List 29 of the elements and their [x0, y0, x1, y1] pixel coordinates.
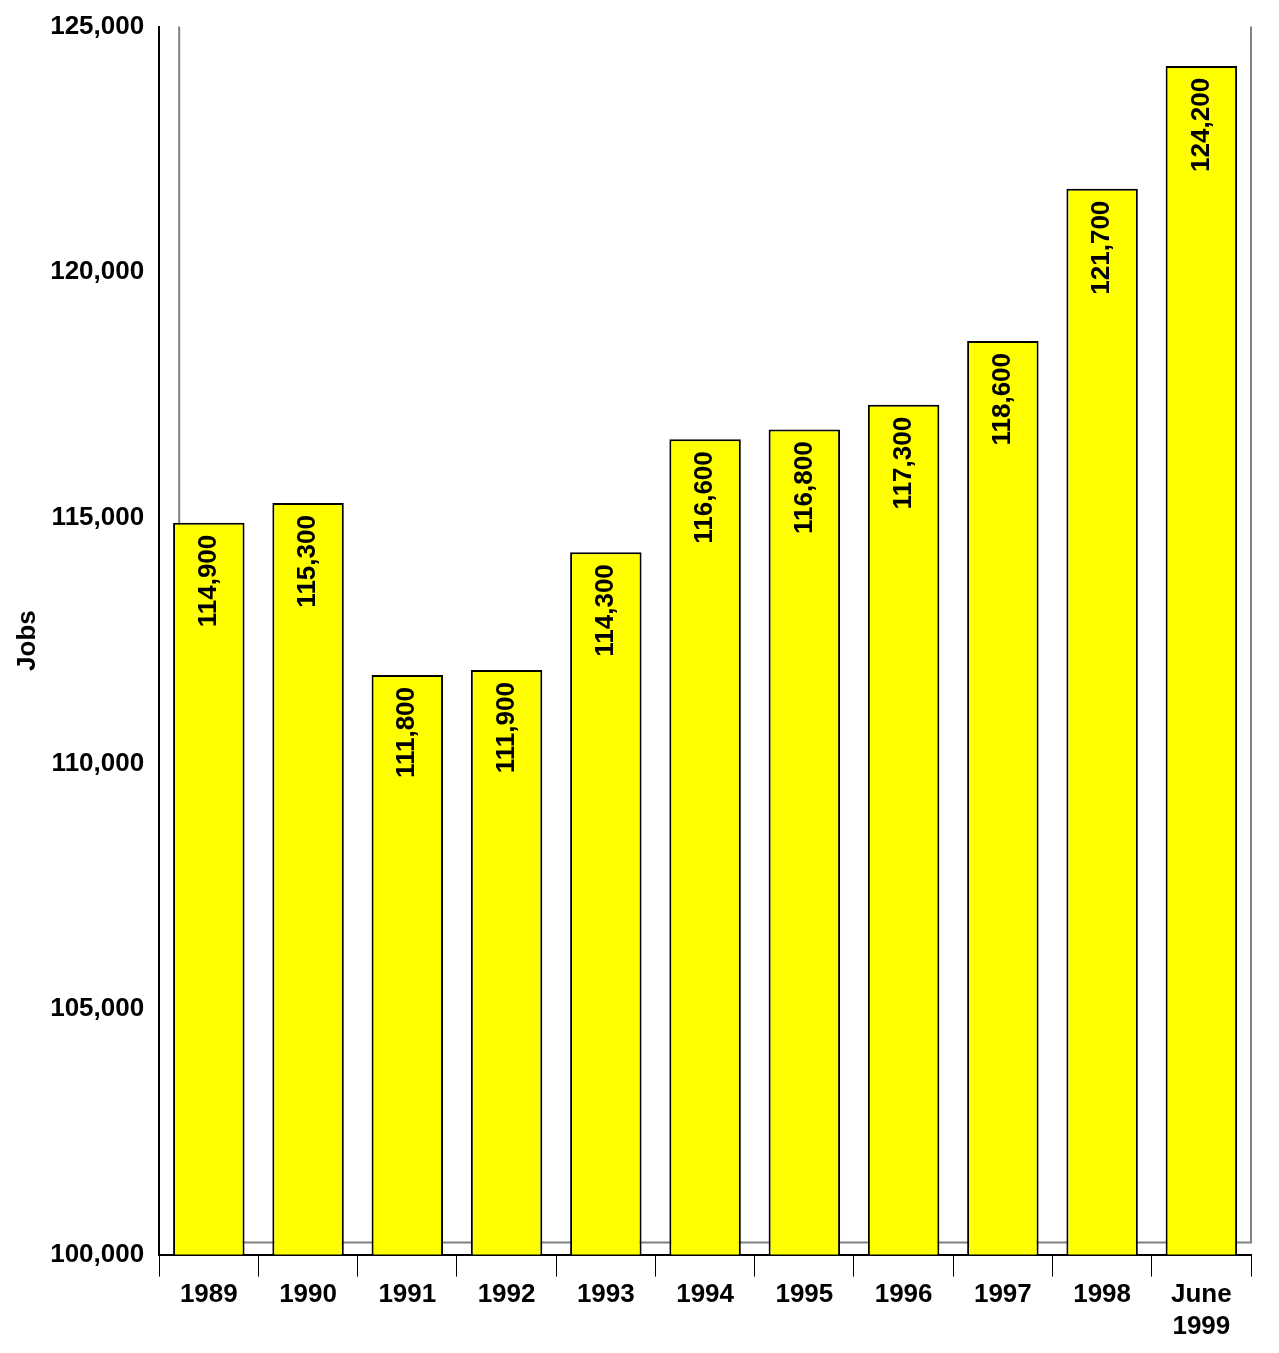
x-tick-label: 1998 [1073, 1278, 1132, 1309]
data-label: 115,300 [291, 515, 322, 608]
data-label: 116,600 [688, 451, 719, 544]
data-label: 114,300 [589, 564, 620, 657]
x-tick-label: 1990 [279, 1278, 337, 1309]
data-label: 121,700 [1085, 200, 1116, 295]
x-tick-label: 1994 [676, 1278, 735, 1309]
data-label: 111,900 [489, 682, 520, 774]
y-tick-label: 125,000 [50, 9, 145, 40]
data-label: 124,200 [1184, 77, 1215, 172]
y-tick-label: 115,000 [51, 500, 145, 531]
x-tick-label: 1991 [378, 1278, 437, 1309]
y-axis-title: Jobs [10, 610, 41, 671]
y-tick-label: 120,000 [50, 255, 145, 286]
x-tick-label: 1992 [477, 1278, 536, 1309]
data-label: 118,600 [986, 352, 1017, 446]
y-tick-label: 105,000 [50, 992, 145, 1023]
x-tick-label: 1995 [775, 1278, 834, 1309]
x-tick-label: 1997 [973, 1278, 1032, 1309]
x-tick-label: 1989 [179, 1278, 238, 1309]
x-tick-label: 1993 [576, 1278, 635, 1309]
y-tick-label: 100,000 [50, 1237, 145, 1268]
y-tick-label: 110,000 [51, 746, 145, 777]
data-label: 117,300 [886, 416, 917, 510]
x-tick-label: June 1999 [1171, 1278, 1232, 1340]
data-label: 111,800 [390, 686, 421, 779]
data-label: 116,800 [787, 441, 818, 534]
x-tick-label: 1996 [874, 1278, 933, 1309]
data-label: 114,900 [191, 534, 222, 628]
